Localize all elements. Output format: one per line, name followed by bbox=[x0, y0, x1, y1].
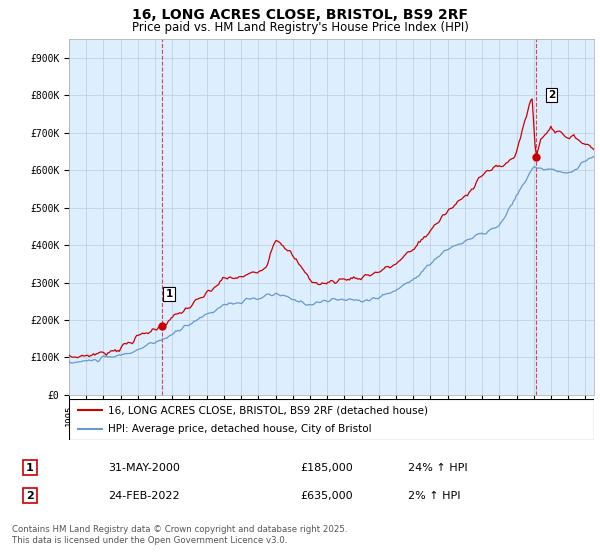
Text: 24% ↑ HPI: 24% ↑ HPI bbox=[408, 463, 467, 473]
Text: £185,000: £185,000 bbox=[300, 463, 353, 473]
Text: 16, LONG ACRES CLOSE, BRISTOL, BS9 2RF (detached house): 16, LONG ACRES CLOSE, BRISTOL, BS9 2RF (… bbox=[109, 405, 428, 415]
Text: 24-FEB-2022: 24-FEB-2022 bbox=[108, 491, 179, 501]
Text: 1: 1 bbox=[26, 463, 34, 473]
Text: Price paid vs. HM Land Registry's House Price Index (HPI): Price paid vs. HM Land Registry's House … bbox=[131, 21, 469, 34]
Text: 31-MAY-2000: 31-MAY-2000 bbox=[108, 463, 180, 473]
Text: 1: 1 bbox=[166, 289, 173, 298]
Text: 2% ↑ HPI: 2% ↑ HPI bbox=[408, 491, 461, 501]
Text: Contains HM Land Registry data © Crown copyright and database right 2025.
This d: Contains HM Land Registry data © Crown c… bbox=[12, 525, 347, 545]
Text: 2: 2 bbox=[548, 90, 555, 100]
Text: £635,000: £635,000 bbox=[300, 491, 353, 501]
Text: HPI: Average price, detached house, City of Bristol: HPI: Average price, detached house, City… bbox=[109, 424, 372, 433]
Text: 2: 2 bbox=[26, 491, 34, 501]
Text: 16, LONG ACRES CLOSE, BRISTOL, BS9 2RF: 16, LONG ACRES CLOSE, BRISTOL, BS9 2RF bbox=[132, 8, 468, 22]
